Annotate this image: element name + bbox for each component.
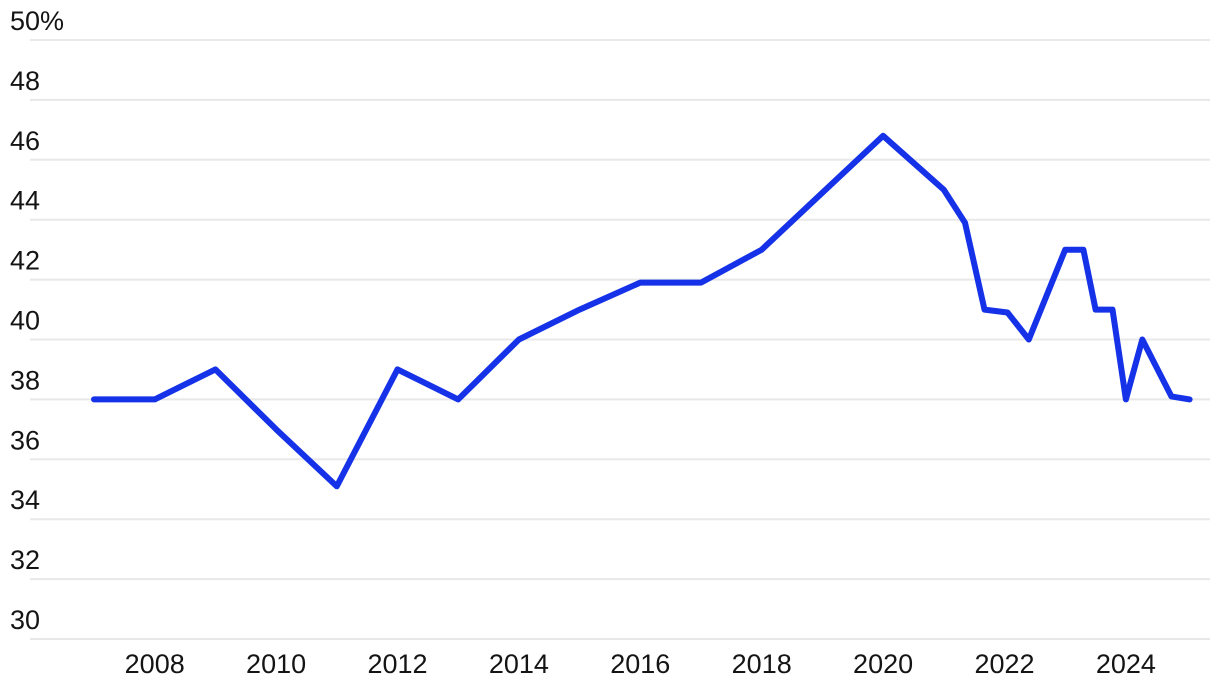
y-axis-tick-label: 44: [10, 186, 40, 216]
y-axis-labels: 50% 48 46 44 42 40 38 36 34 32 30: [10, 6, 64, 635]
x-axis-tick-label: 2010: [246, 649, 306, 679]
x-axis-tick-label: 2022: [974, 649, 1034, 679]
data-line: [91, 132, 1193, 490]
gridlines: [30, 39, 1210, 640]
y-axis-tick-label: 46: [10, 126, 40, 156]
x-axis-tick-label: 2012: [367, 649, 427, 679]
y-axis-tick-label: 30: [10, 605, 40, 635]
y-axis-tick-label: 32: [10, 545, 40, 575]
x-axis-labels: 2008 2010 2012 2014 2016 2018 2020 2022 2024: [125, 649, 1156, 679]
x-axis-tick-label: 2020: [853, 649, 913, 679]
x-axis-tick-label: 2024: [1096, 649, 1156, 679]
data-series: [91, 132, 1193, 490]
x-axis-tick-label: 2018: [732, 649, 792, 679]
y-axis-tick-label: 34: [10, 485, 40, 515]
y-axis-tick-label: 40: [10, 306, 40, 336]
y-axis-tick-label: 38: [10, 365, 40, 395]
x-axis-tick-label: 2016: [610, 649, 670, 679]
y-axis-tick-label: 48: [10, 66, 40, 96]
y-axis-tick-label: 50%: [10, 6, 64, 36]
x-axis-tick-label: 2008: [125, 649, 185, 679]
x-axis-tick-label: 2014: [489, 649, 549, 679]
y-axis-tick-label: 36: [10, 425, 40, 455]
y-axis-tick-label: 42: [10, 246, 40, 276]
